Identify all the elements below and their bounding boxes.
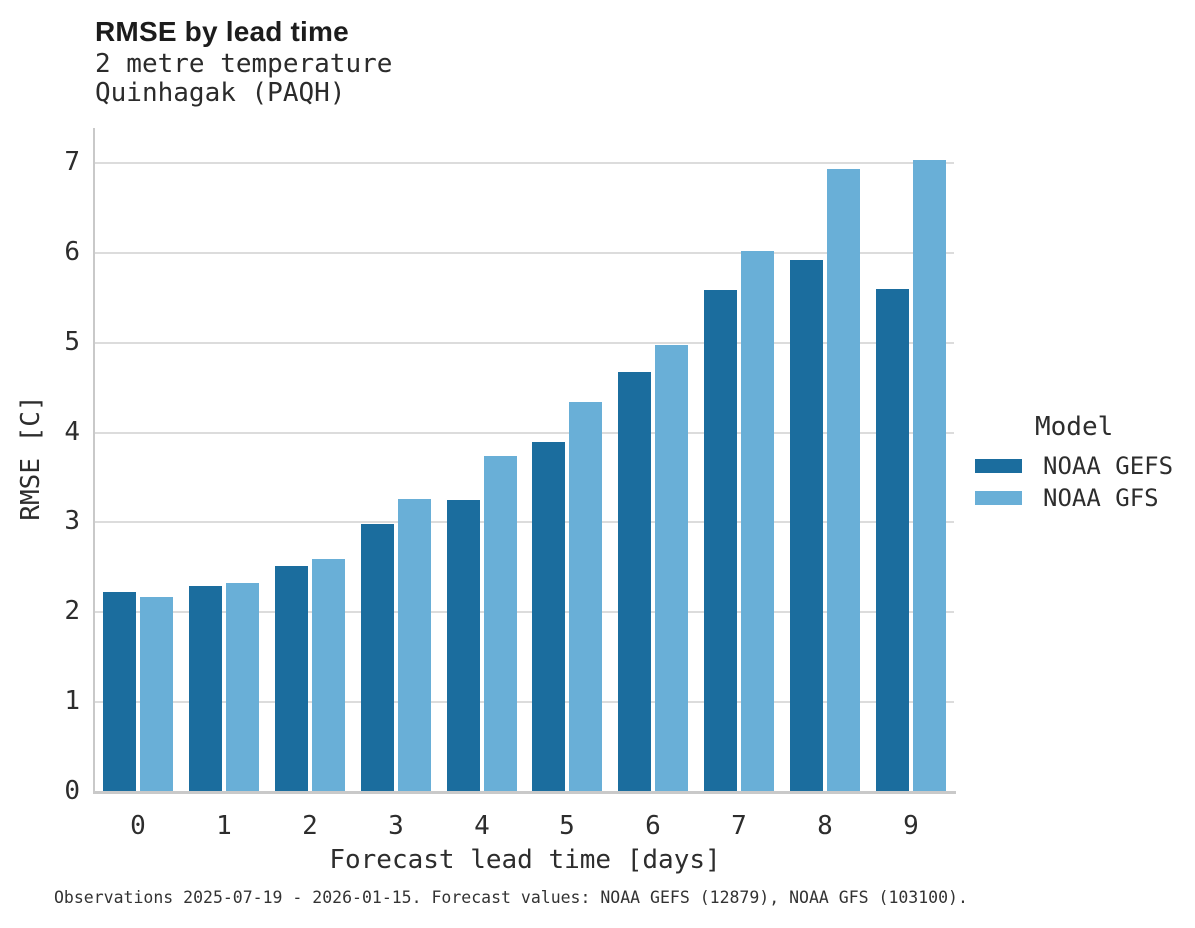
legend-swatch-icon xyxy=(975,491,1022,505)
gridline-y3 xyxy=(95,521,954,523)
y-tick-label-7: 7 xyxy=(64,147,80,177)
chart-subtitle-variable: 2 metre temperature xyxy=(95,49,393,79)
gridline-y4 xyxy=(95,432,954,434)
x-tick-label-1: 1 xyxy=(216,811,232,841)
bar-noaa-gefs-day5 xyxy=(532,442,565,791)
bar-noaa-gefs-day0 xyxy=(103,592,136,791)
bar-noaa-gfs-day8 xyxy=(827,169,860,791)
x-tick-label-0: 0 xyxy=(130,811,146,841)
x-tick-label-5: 5 xyxy=(559,811,575,841)
gridline-y1 xyxy=(95,701,954,703)
gridline-y2 xyxy=(95,611,954,613)
y-tick-label-2: 2 xyxy=(64,596,80,626)
legend-title: Model xyxy=(1035,412,1114,442)
bar-noaa-gfs-day9 xyxy=(913,160,946,791)
bar-noaa-gefs-day7 xyxy=(704,290,737,791)
gridline-y5 xyxy=(95,342,954,344)
x-tick-label-9: 9 xyxy=(903,811,919,841)
y-tick-label-6: 6 xyxy=(64,237,80,267)
bar-noaa-gefs-day3 xyxy=(361,524,394,791)
bar-noaa-gfs-day3 xyxy=(398,499,431,791)
y-tick-label-0: 0 xyxy=(64,776,80,806)
bar-noaa-gfs-day0 xyxy=(140,597,173,791)
bar-noaa-gefs-day1 xyxy=(189,586,222,791)
legend-label: NOAA GEFS xyxy=(1043,452,1174,480)
x-tick-label-6: 6 xyxy=(645,811,661,841)
bar-noaa-gfs-day4 xyxy=(484,456,517,791)
bar-noaa-gefs-day6 xyxy=(618,372,651,791)
bar-noaa-gefs-day4 xyxy=(447,500,480,791)
x-tick-label-7: 7 xyxy=(731,811,747,841)
plot-area xyxy=(93,128,956,794)
bar-noaa-gfs-day2 xyxy=(312,559,345,791)
y-tick-label-3: 3 xyxy=(64,506,80,536)
x-tick-label-8: 8 xyxy=(817,811,833,841)
y-tick-label-5: 5 xyxy=(64,327,80,357)
y-tick-label-4: 4 xyxy=(64,417,80,447)
chart-subtitle-station: Quinhagak (PAQH) xyxy=(95,78,346,108)
bar-noaa-gefs-day2 xyxy=(275,566,308,791)
bar-noaa-gefs-day9 xyxy=(876,289,909,791)
chart-title: RMSE by lead time xyxy=(95,16,349,47)
bar-noaa-gfs-day6 xyxy=(655,345,688,791)
x-axis-title: Forecast lead time [days] xyxy=(329,845,721,875)
legend-label: NOAA GFS xyxy=(1043,484,1159,512)
gridline-y7 xyxy=(95,162,954,164)
bar-noaa-gfs-day5 xyxy=(569,402,602,791)
footer-caption: Observations 2025-07-19 - 2026-01-15. Fo… xyxy=(54,888,968,907)
y-axis-title: RMSE [C] xyxy=(16,395,46,521)
legend-swatch-icon xyxy=(975,459,1022,473)
x-tick-label-4: 4 xyxy=(474,811,490,841)
y-tick-label-1: 1 xyxy=(64,686,80,716)
bar-noaa-gfs-day1 xyxy=(226,583,259,791)
bar-noaa-gefs-day8 xyxy=(790,260,823,791)
bar-noaa-gfs-day7 xyxy=(741,251,774,791)
gridline-y6 xyxy=(95,252,954,254)
x-tick-label-2: 2 xyxy=(302,811,318,841)
x-tick-label-3: 3 xyxy=(388,811,404,841)
